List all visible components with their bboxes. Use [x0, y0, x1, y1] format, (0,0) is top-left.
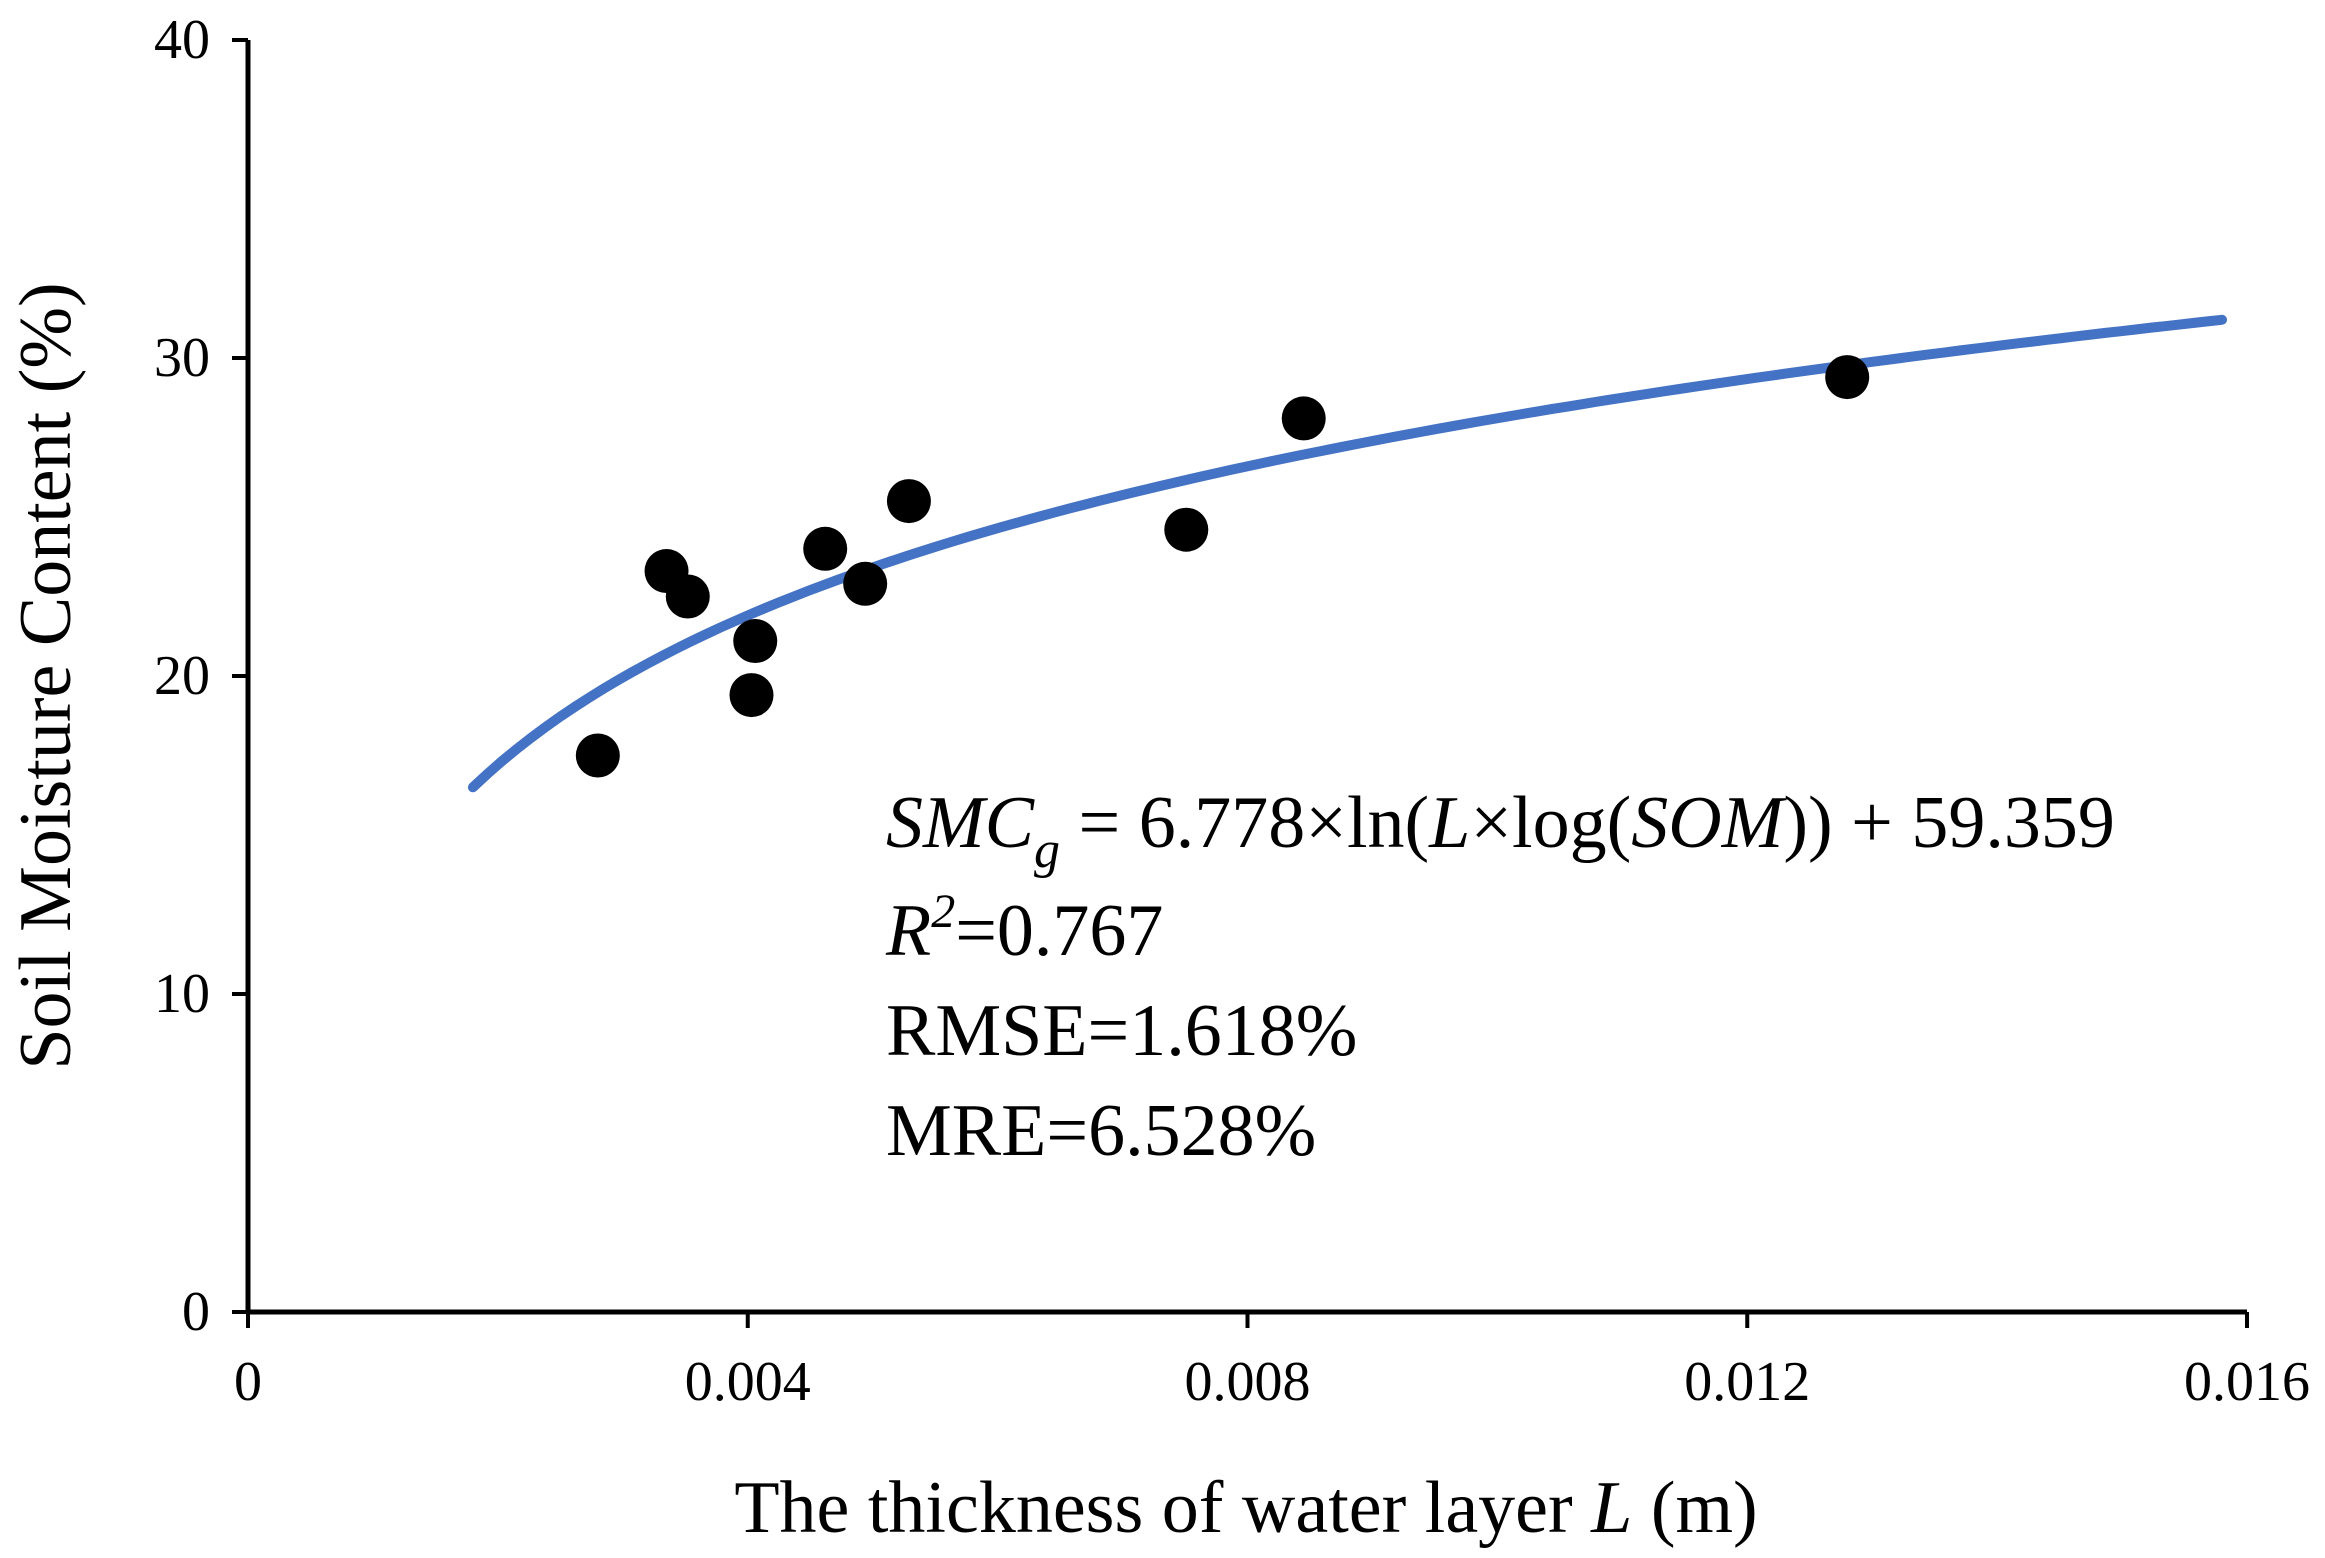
mre-label: MRE=6.528%	[886, 1090, 1316, 1172]
data-point	[843, 561, 888, 606]
y-tick-label: 10	[154, 963, 210, 1025]
rmse-label: RMSE=1.618%	[886, 990, 1357, 1072]
x-tick-label: 0.012	[1684, 1351, 1810, 1413]
y-tick-label: 30	[154, 327, 210, 389]
x-axis-title-suffix: (m)	[1632, 1467, 1757, 1549]
data-point	[1825, 355, 1870, 400]
fit-curve-group	[467, 314, 2227, 793]
y-tick-label: 20	[154, 645, 210, 707]
r-squared-symbol: R	[885, 890, 931, 972]
scatter-points-group	[575, 355, 1870, 778]
data-point	[729, 673, 774, 718]
r-squared-value: =0.767	[955, 890, 1163, 972]
data-point	[733, 619, 778, 664]
y-axis-title: Soil Moisture Content (%)	[5, 282, 87, 1069]
x-tick-label: 0.004	[685, 1351, 811, 1413]
r-squared-superscript: 2	[931, 885, 955, 938]
x-axis-title-prefix: The thickness of water layer	[734, 1467, 1591, 1549]
axis-ticks: 0 0.004 0.008 0.012 0.016 0 10 20 30 40	[154, 9, 2310, 1413]
fit-annotation: SMCg = 6.778×ln(L×log(SOM)) + 59.359 R2=…	[885, 782, 2115, 1172]
data-point	[803, 526, 848, 571]
x-tick-label: 0.016	[2184, 1351, 2310, 1413]
equation-mid: ×log(	[1470, 782, 1631, 864]
data-point	[886, 479, 931, 524]
equation-eq: = 6.778×ln(	[1060, 782, 1429, 864]
data-point	[665, 574, 710, 619]
x-tick-label: 0.008	[1185, 1351, 1311, 1413]
fit-curve-line	[467, 314, 2227, 793]
x-tick-label: 0	[234, 1351, 262, 1413]
y-tick-label: 40	[154, 9, 210, 71]
equation-lhs-subscript: g	[1034, 822, 1060, 879]
data-point	[575, 733, 620, 778]
equation-var-l: L	[1428, 782, 1470, 864]
equation-lhs: SMC	[886, 782, 1036, 864]
fit-equation: SMCg = 6.778×ln(L×log(SOM)) + 59.359	[886, 782, 2115, 879]
x-axis-title: The thickness of water layer L (m)	[734, 1467, 1757, 1549]
y-tick-label: 0	[182, 1281, 210, 1343]
x-axis-title-variable: L	[1590, 1467, 1632, 1549]
r-squared: R2=0.767	[885, 885, 1163, 972]
equation-rhs: )) + 59.359	[1783, 782, 2115, 864]
equation-var-som: SOM	[1631, 782, 1787, 864]
data-point	[1281, 396, 1326, 441]
data-point	[1164, 507, 1209, 552]
